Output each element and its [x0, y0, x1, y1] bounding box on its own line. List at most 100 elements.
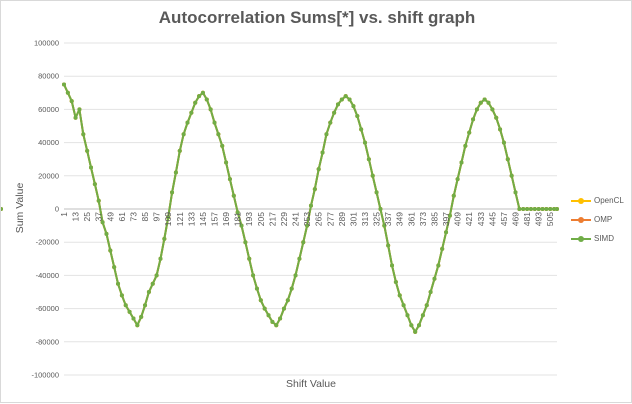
data-point	[65, 90, 70, 95]
data-point	[501, 140, 506, 145]
x-axis-title: Shift Value	[286, 378, 336, 390]
y-tick-label: 60000	[38, 105, 59, 114]
x-tick-label: 49	[105, 212, 115, 222]
data-point	[525, 207, 530, 211]
legend-swatch-omp	[571, 216, 591, 224]
data-point	[204, 97, 209, 102]
data-point	[108, 248, 113, 253]
data-point	[143, 303, 148, 308]
data-point	[177, 148, 182, 153]
data-point	[181, 132, 186, 137]
series-opencl	[1, 82, 559, 334]
data-point	[540, 207, 545, 211]
data-point	[92, 182, 97, 187]
data-point	[162, 236, 167, 241]
x-tick-label: 301	[348, 212, 358, 226]
x-tick-label: 37	[94, 212, 104, 222]
data-point	[227, 177, 232, 182]
data-point	[297, 256, 302, 261]
data-point	[428, 290, 433, 294]
x-tick-label: 1	[59, 212, 69, 217]
data-point	[270, 319, 275, 324]
x-tick-label: 217	[267, 212, 277, 226]
data-point	[363, 140, 368, 145]
x-tick-label: 289	[337, 212, 347, 226]
data-point	[243, 240, 248, 245]
data-point	[166, 215, 171, 220]
data-point	[170, 190, 175, 195]
data-point	[451, 193, 456, 198]
data-point	[274, 323, 279, 328]
data-point	[254, 286, 259, 291]
legend-swatch-simd	[571, 235, 591, 243]
data-point	[96, 198, 101, 203]
data-point	[324, 132, 329, 137]
data-point	[81, 132, 86, 137]
x-tick-label: 313	[360, 212, 370, 226]
data-point	[455, 177, 460, 182]
legend-item-omp: OMP	[571, 210, 624, 229]
data-point	[378, 207, 383, 211]
data-point	[320, 150, 325, 155]
x-tick-label: 241	[291, 212, 301, 226]
data-point	[123, 303, 128, 308]
data-point	[251, 273, 256, 278]
data-point	[532, 207, 537, 211]
data-point	[498, 127, 503, 132]
data-point	[339, 97, 344, 102]
data-point	[432, 276, 437, 281]
data-point	[154, 273, 159, 278]
data-point	[200, 90, 205, 95]
data-point	[212, 120, 217, 125]
data-point	[405, 313, 410, 318]
data-point	[536, 207, 541, 211]
x-tick-label: 169	[221, 212, 231, 226]
x-tick-label: 121	[175, 212, 185, 226]
x-tick-labels: 1 13 25 37 49 61 73 85 97 109 121 133 145 157 169 181 19…	[59, 212, 555, 226]
x-tick-label: 493	[534, 212, 544, 226]
legend: OpenCL OMP SIMD	[571, 191, 624, 248]
x-tick-label: 265	[314, 212, 324, 226]
data-point	[474, 107, 479, 112]
data-point	[131, 316, 136, 321]
x-tick-label: 205	[256, 212, 266, 226]
data-point	[366, 157, 371, 162]
data-point	[146, 290, 151, 294]
data-point	[278, 316, 283, 321]
x-tick-label: 25	[82, 212, 92, 222]
data-point	[231, 193, 236, 198]
data-point	[444, 230, 449, 235]
x-tick-label: 421	[464, 212, 474, 226]
x-tick-label: 505	[545, 212, 555, 226]
x-tick-label: 109	[163, 212, 173, 226]
data-point	[247, 256, 252, 261]
gridlines	[64, 42, 557, 376]
x-tick-label: 61	[117, 212, 127, 222]
data-point	[158, 256, 163, 261]
data-point	[478, 100, 483, 105]
data-point	[127, 309, 132, 314]
data-point	[312, 187, 317, 192]
y-tick-label: 100000	[34, 39, 59, 48]
data-point	[343, 94, 348, 99]
data-point	[386, 243, 391, 248]
data-point	[239, 223, 244, 228]
data-point	[370, 173, 375, 178]
data-point	[544, 207, 549, 211]
x-tick-label: 13	[71, 212, 81, 222]
data-point	[208, 107, 213, 112]
data-point	[77, 107, 82, 112]
data-point	[173, 170, 178, 175]
data-point	[289, 286, 294, 291]
y-tick-label: -60000	[36, 304, 59, 313]
data-point	[440, 246, 445, 251]
data-point	[301, 240, 306, 245]
data-point	[216, 132, 221, 137]
data-point	[509, 173, 514, 178]
data-point	[355, 114, 360, 119]
data-point	[112, 265, 117, 270]
data-point	[305, 223, 310, 228]
x-tick-label: 373	[418, 212, 428, 226]
